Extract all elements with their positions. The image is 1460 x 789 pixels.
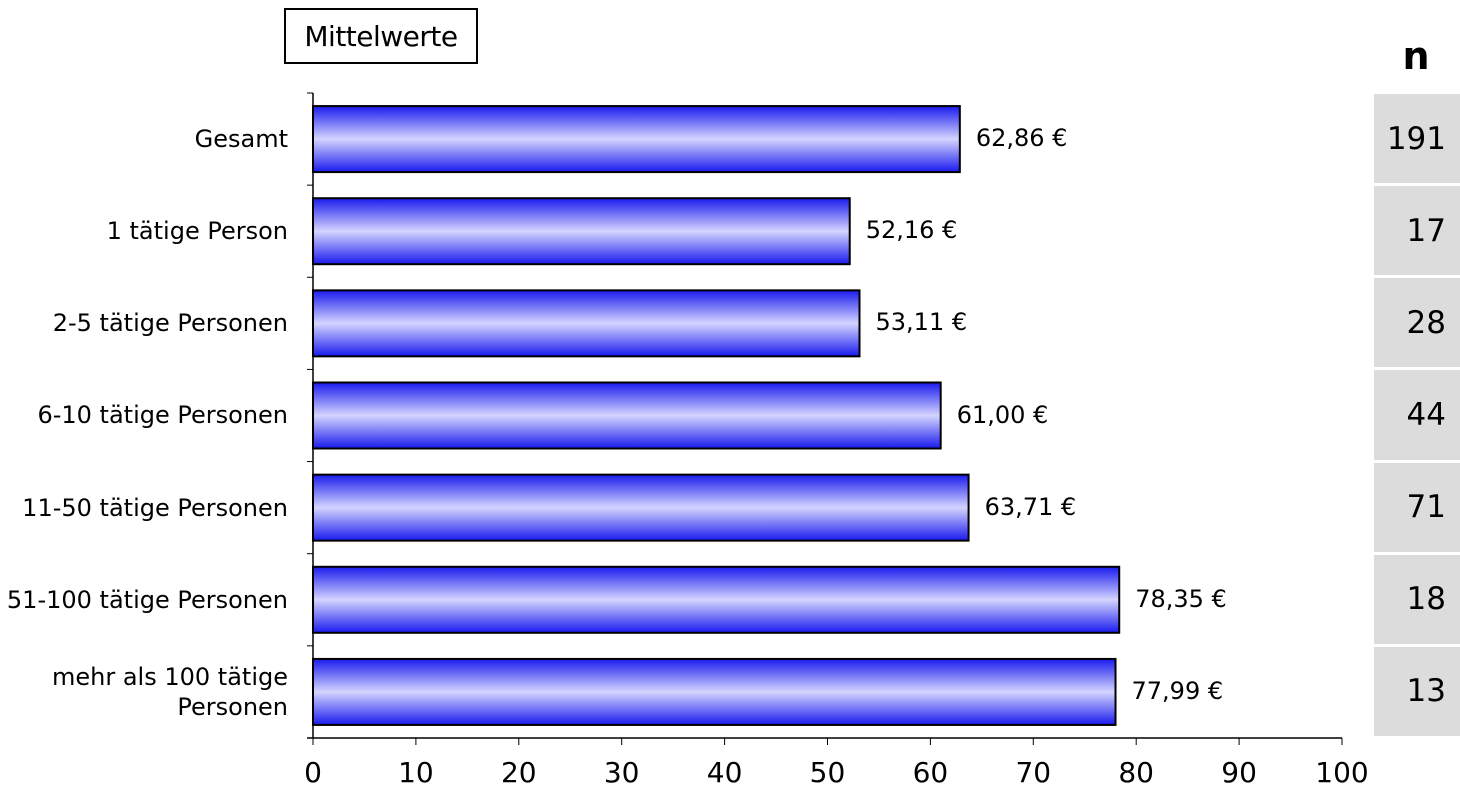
n-value-cell: 28 (1374, 278, 1460, 368)
category-label: 2-5 tätige Personen (52, 309, 288, 338)
bar (312, 197, 851, 266)
x-tick-label: 0 (304, 756, 322, 789)
category-label: mehr als 100 tätige Personen (52, 662, 288, 721)
value-label: 53,11 € (875, 308, 968, 337)
category-label: Gesamt (194, 125, 288, 154)
value-label: 63,71 € (984, 492, 1077, 521)
n-value-cell: 71 (1374, 462, 1460, 552)
value-label: 62,86 € (975, 124, 1068, 153)
value-label: 78,35 € (1135, 584, 1227, 613)
axes (307, 92, 1343, 745)
x-tick-label: 40 (706, 756, 743, 789)
x-tick-label: 100 (1315, 756, 1369, 789)
x-tick-label: 60 (912, 756, 949, 789)
category-label: 11-50 tätige Personen (22, 493, 288, 522)
n-value-cell: 17 (1374, 186, 1460, 276)
n-value-cell: 13 (1374, 646, 1460, 736)
x-tick-label: 20 (500, 756, 537, 789)
value-label: 77,99 € (1131, 676, 1224, 705)
bar (312, 473, 970, 542)
bar (312, 657, 1117, 726)
x-tick-label: 80 (1118, 756, 1154, 789)
n-column-header: n (1402, 34, 1430, 78)
x-tick-label: 30 (603, 756, 640, 789)
legend-box: Mittelwerte (284, 8, 478, 64)
x-tick-label: 10 (398, 756, 434, 789)
category-label: 6-10 tätige Personen (37, 401, 288, 430)
value-label: 61,00 € (956, 400, 1049, 429)
n-value-cell: 191 (1374, 94, 1460, 184)
x-tick-label: 70 (1015, 756, 1052, 789)
bar (312, 565, 1121, 634)
bar (312, 289, 861, 358)
x-tick-label: 50 (809, 756, 846, 789)
bar (312, 105, 961, 174)
bar (312, 381, 942, 450)
category-label: 1 tätige Person (106, 217, 288, 246)
n-value-cell: 44 (1374, 370, 1460, 460)
category-label: 51-100 tätige Personen (6, 585, 288, 614)
x-tick-label: 90 (1221, 756, 1257, 789)
n-value-cell: 18 (1374, 554, 1460, 644)
value-label: 52,16 € (865, 216, 958, 245)
bars-layer (312, 105, 1121, 726)
